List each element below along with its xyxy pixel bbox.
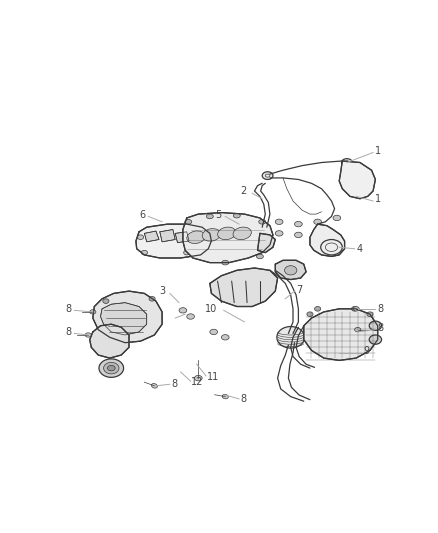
Text: 5: 5 xyxy=(215,210,221,220)
Ellipse shape xyxy=(307,312,313,317)
Ellipse shape xyxy=(103,362,119,374)
Ellipse shape xyxy=(90,310,96,314)
Text: 9: 9 xyxy=(364,346,370,356)
Ellipse shape xyxy=(276,231,283,236)
Text: 8: 8 xyxy=(171,379,177,389)
Ellipse shape xyxy=(294,232,302,238)
Ellipse shape xyxy=(184,251,190,255)
Text: 1: 1 xyxy=(375,146,381,156)
Polygon shape xyxy=(339,161,375,199)
Ellipse shape xyxy=(369,321,381,330)
Ellipse shape xyxy=(187,231,205,244)
Ellipse shape xyxy=(369,335,381,344)
Ellipse shape xyxy=(266,237,273,242)
Ellipse shape xyxy=(294,221,302,227)
Ellipse shape xyxy=(355,327,361,332)
Polygon shape xyxy=(100,303,147,335)
Polygon shape xyxy=(276,260,306,280)
Ellipse shape xyxy=(333,215,341,221)
Ellipse shape xyxy=(276,219,283,224)
Ellipse shape xyxy=(179,308,187,313)
Ellipse shape xyxy=(141,251,148,255)
Ellipse shape xyxy=(362,185,373,192)
Polygon shape xyxy=(210,268,278,306)
Text: 12: 12 xyxy=(191,377,204,387)
Ellipse shape xyxy=(221,335,229,340)
Ellipse shape xyxy=(185,220,192,224)
Text: 3: 3 xyxy=(159,286,165,296)
Ellipse shape xyxy=(352,306,358,311)
Text: 1: 1 xyxy=(375,195,381,205)
Ellipse shape xyxy=(187,314,194,319)
Ellipse shape xyxy=(233,227,251,240)
Polygon shape xyxy=(304,309,378,360)
Polygon shape xyxy=(145,231,159,242)
Ellipse shape xyxy=(107,366,115,371)
Text: 8: 8 xyxy=(377,323,383,333)
Ellipse shape xyxy=(210,329,218,335)
Ellipse shape xyxy=(314,219,321,224)
Ellipse shape xyxy=(202,229,221,241)
Ellipse shape xyxy=(367,312,373,317)
Text: 6: 6 xyxy=(139,210,145,220)
Polygon shape xyxy=(175,232,189,243)
Ellipse shape xyxy=(194,375,202,381)
Ellipse shape xyxy=(342,159,352,166)
Ellipse shape xyxy=(218,227,236,240)
Ellipse shape xyxy=(259,220,266,224)
Text: 2: 2 xyxy=(240,186,247,196)
Ellipse shape xyxy=(85,333,91,337)
Ellipse shape xyxy=(222,260,229,265)
Polygon shape xyxy=(183,213,273,263)
Ellipse shape xyxy=(99,359,124,377)
Ellipse shape xyxy=(256,254,263,259)
Text: 8: 8 xyxy=(240,394,247,404)
Ellipse shape xyxy=(222,394,228,399)
Polygon shape xyxy=(258,233,276,253)
Ellipse shape xyxy=(233,213,240,218)
Ellipse shape xyxy=(204,237,210,242)
Text: 10: 10 xyxy=(205,304,218,314)
Ellipse shape xyxy=(206,214,213,219)
Text: 4: 4 xyxy=(356,244,362,254)
Text: 8: 8 xyxy=(65,304,71,314)
Polygon shape xyxy=(310,224,345,256)
Ellipse shape xyxy=(149,296,155,301)
Text: 7: 7 xyxy=(296,285,302,295)
Ellipse shape xyxy=(314,306,321,311)
Polygon shape xyxy=(136,224,212,258)
Ellipse shape xyxy=(152,384,157,388)
Ellipse shape xyxy=(138,235,144,239)
Ellipse shape xyxy=(285,265,297,275)
Polygon shape xyxy=(93,291,162,343)
Ellipse shape xyxy=(262,172,273,180)
Ellipse shape xyxy=(277,327,304,348)
Text: 8: 8 xyxy=(65,327,71,337)
Text: 8: 8 xyxy=(377,304,383,314)
Polygon shape xyxy=(90,324,129,358)
Text: 11: 11 xyxy=(207,372,219,382)
Ellipse shape xyxy=(353,306,359,311)
Ellipse shape xyxy=(103,299,109,303)
Polygon shape xyxy=(160,230,175,242)
